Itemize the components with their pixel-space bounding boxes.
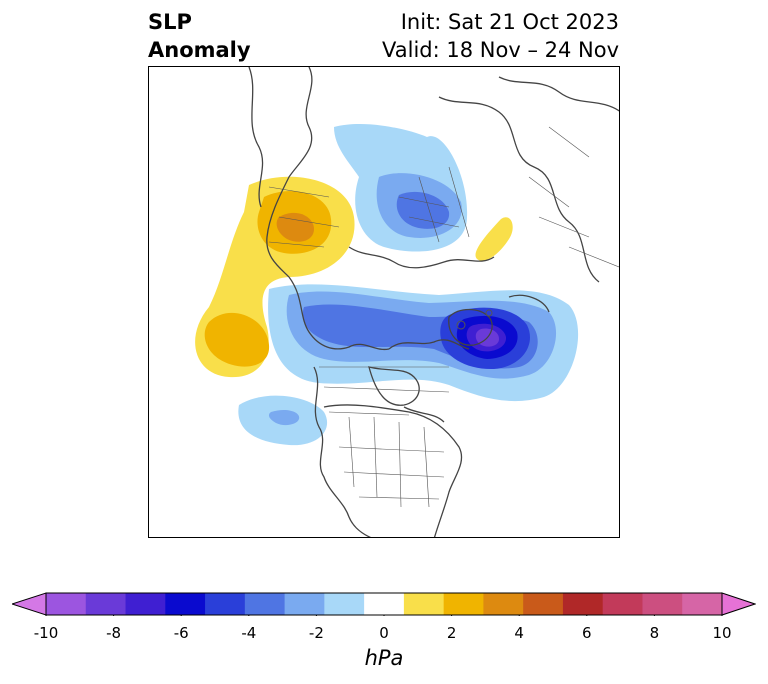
colorbar	[12, 592, 756, 616]
positive-anomaly-south-mid	[204, 312, 270, 367]
colorbar-extend-max	[721, 592, 756, 616]
colorbar-bin	[602, 593, 643, 615]
map-subtitle: Init: Sat 21 Oct 2023 Valid: 18 Nov – 24…	[382, 8, 619, 64]
colorbar-bin	[443, 593, 484, 615]
colorbar-tick-label: 0	[379, 624, 389, 642]
anomaly-fields	[195, 124, 579, 446]
colorbar-tick-label: 10	[712, 624, 732, 642]
colorbar-bin	[642, 593, 683, 615]
colorbar-bin	[205, 593, 246, 615]
init-date: Init: Sat 21 Oct 2023	[400, 10, 619, 34]
colorbar-tick-label: -4	[241, 624, 257, 642]
anomaly-map	[195, 67, 619, 537]
political-borders	[268, 126, 619, 508]
colorbar-bin	[523, 593, 564, 615]
colorbar-tick-label: 6	[582, 624, 592, 642]
positive-anomaly-east	[475, 217, 513, 261]
colorbar-tick-label: 4	[514, 624, 524, 642]
colorbar-bin	[324, 593, 365, 615]
colorbar-tick-label: 8	[649, 624, 660, 642]
colorbar-bin	[483, 593, 524, 615]
negative-anomaly-pacific-core	[268, 409, 300, 426]
title-variable-line1: SLP	[148, 10, 192, 34]
positive-anomaly-core	[276, 212, 314, 242]
negative-anomaly-north-core	[396, 191, 450, 229]
title-variable-line2: Anomaly	[148, 38, 251, 62]
colorbar-bin	[364, 593, 405, 615]
colorbar-tick-label: -6	[173, 624, 189, 642]
colorbar-bin	[562, 593, 604, 615]
valid-range: Valid: 18 Nov – 24 Nov	[382, 38, 619, 62]
colorbar-bin	[165, 593, 206, 615]
map-panel	[148, 66, 620, 538]
colorbar-bin	[46, 593, 87, 615]
colorbar-bin	[244, 593, 286, 615]
map-title: SLP Anomaly	[148, 8, 251, 64]
colorbar-unit-label: hPa	[364, 646, 404, 670]
colorbar-bin	[85, 593, 127, 615]
colorbar-tick-label: -8	[106, 624, 122, 642]
colorbar-bin	[682, 593, 723, 615]
colorbar-tick-label: -2	[308, 624, 324, 642]
colorbar-tick-label: 2	[446, 624, 457, 642]
isobar-markers	[456, 309, 493, 330]
colorbar-bin	[403, 593, 445, 615]
coastlines	[248, 67, 619, 537]
colorbar-bin	[284, 593, 325, 615]
colorbar-bin	[125, 593, 166, 615]
colorbar-tick-label: -10	[33, 624, 59, 642]
colorbar-extend-min	[12, 592, 47, 616]
